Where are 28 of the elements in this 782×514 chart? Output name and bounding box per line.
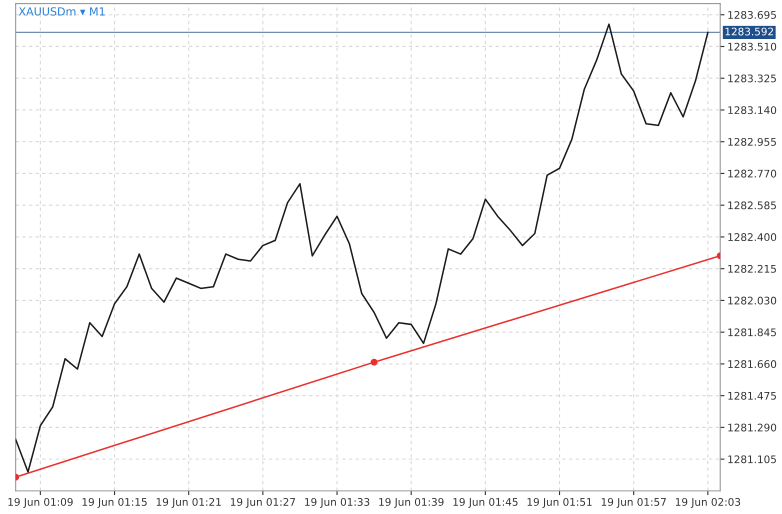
y-tick-label: 1282.955 — [728, 138, 776, 146]
x-tick-label: 19 Jun 01:21 — [156, 498, 221, 508]
y-tick-label: 1281.290 — [728, 424, 776, 432]
y-tick-label: 1283.140 — [728, 106, 776, 114]
y-tick-label: 1283.695 — [728, 10, 776, 19]
chart-title: XAUUSDm ▾ M1 — [18, 7, 105, 16]
y-tick-label: 1281.660 — [728, 360, 776, 368]
y-tick-label: 1283.325 — [728, 74, 776, 82]
x-tick-label: 19 Jun 01:15 — [82, 498, 147, 508]
y-tick-label: 1281.105 — [728, 455, 776, 464]
x-tick-label: 19 Jun 01:51 — [528, 498, 592, 508]
x-tick-label: 19 Jun 02:03 — [676, 498, 740, 508]
y-tick-label: 1282.400 — [728, 233, 776, 242]
line-series — [16, 23, 709, 473]
ref-line-label: 1283.592 — [726, 28, 774, 36]
y-tick-label: 1281.845 — [728, 328, 776, 336]
x-tick-label: 19 Jun 01:27 — [230, 498, 296, 508]
x-tick-label: 19 Jun 01:33 — [305, 498, 370, 508]
x-tick-label: 19 Jun 01:09 — [8, 498, 73, 508]
y-tick-label: 1281.475 — [728, 392, 776, 400]
x-tick-label: 19 Jun 01:39 — [379, 498, 444, 508]
x-tick-label: 19 Jun 01:57 — [602, 498, 666, 508]
y-tick-label: 1282.585 — [728, 201, 776, 210]
y-tick-label: 1282.770 — [728, 170, 776, 178]
y-tick-label: 1283.510 — [728, 42, 776, 51]
y-tick-label: 1282.215 — [728, 264, 776, 273]
x-tick-label: 19 Jun 01:45 — [453, 498, 518, 508]
y-tick-label: 1282.030 — [728, 296, 776, 305]
